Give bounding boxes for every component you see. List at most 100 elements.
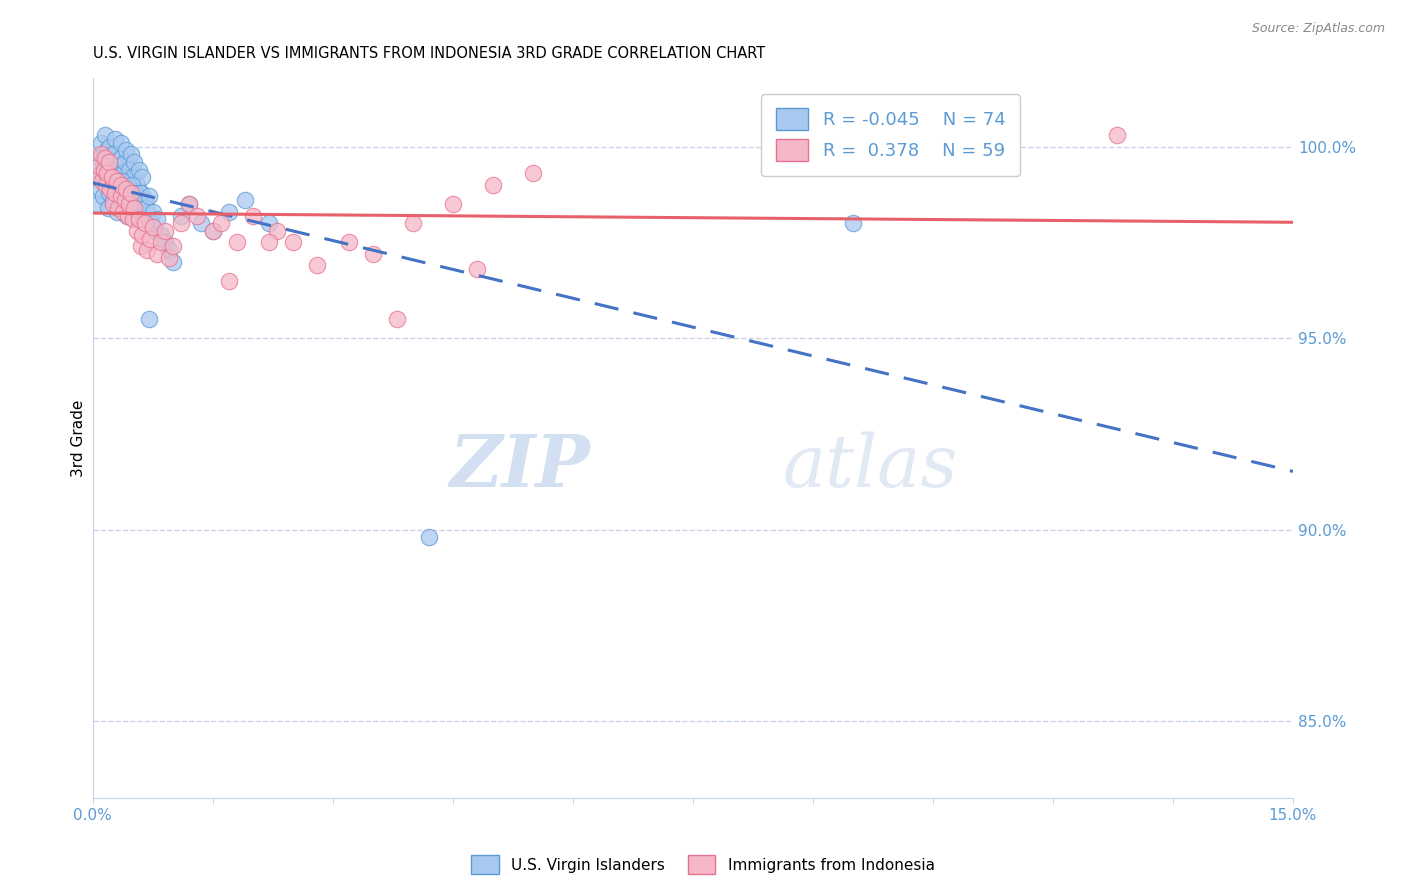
Text: Source: ZipAtlas.com: Source: ZipAtlas.com [1251, 22, 1385, 36]
Point [481, 178, 503, 192]
Point [242, 209, 264, 223]
Point [138, 189, 160, 203]
Point [149, 227, 172, 242]
Point [96, 178, 118, 192]
Point [101, 170, 124, 185]
Point [162, 254, 184, 268]
Point [135, 201, 157, 215]
Point [117, 209, 139, 223]
Point [104, 132, 127, 146]
Point [266, 224, 288, 238]
Point [104, 178, 127, 192]
Point [112, 204, 135, 219]
Point [127, 209, 149, 223]
Point [402, 216, 425, 230]
Point [142, 220, 165, 235]
Point [105, 159, 128, 173]
Point [233, 194, 256, 208]
Point [124, 186, 146, 200]
Point [149, 235, 172, 250]
Point [385, 312, 408, 326]
Point [112, 197, 135, 211]
Point [281, 235, 304, 250]
Point [177, 197, 200, 211]
Point [104, 186, 127, 200]
Legend: R = -0.045    N = 74, R =  0.378    N = 59: R = -0.045 N = 74, R = 0.378 N = 59 [761, 94, 1019, 176]
Point [257, 216, 280, 230]
Point [107, 178, 129, 192]
Point [89, 182, 111, 196]
Point [96, 144, 118, 158]
Point [97, 139, 120, 153]
Point [121, 170, 143, 185]
Text: ZIP: ZIP [450, 431, 591, 502]
Point [129, 186, 152, 200]
Point [118, 194, 141, 208]
Point [107, 201, 129, 215]
Point [91, 189, 114, 203]
Point [337, 235, 360, 250]
Point [86, 170, 108, 185]
Point [122, 155, 145, 169]
Point [139, 231, 162, 245]
Point [190, 216, 212, 230]
Point [169, 209, 191, 223]
Point [120, 186, 142, 200]
Point [90, 147, 112, 161]
Point [97, 201, 120, 215]
Point [201, 224, 224, 238]
Point [131, 170, 153, 185]
Point [86, 197, 108, 211]
Point [96, 155, 118, 169]
Y-axis label: 3rd Grade: 3rd Grade [72, 400, 86, 476]
Point [132, 212, 155, 227]
Point [139, 216, 162, 230]
Legend: U.S. Virgin Islanders, Immigrants from Indonesia: U.S. Virgin Islanders, Immigrants from I… [465, 849, 941, 880]
Point [117, 197, 139, 211]
Point [115, 144, 138, 158]
Point [98, 162, 121, 177]
Point [361, 247, 384, 261]
Point [209, 216, 232, 230]
Point [87, 159, 110, 173]
Point [114, 155, 136, 169]
Point [93, 151, 115, 165]
Point [101, 170, 124, 185]
Point [465, 262, 488, 277]
Point [87, 151, 110, 165]
Point [128, 197, 150, 211]
Point [97, 155, 120, 169]
Point [134, 216, 156, 230]
Point [91, 166, 114, 180]
Point [122, 201, 145, 215]
Point [128, 212, 150, 227]
Point [114, 194, 136, 208]
Point [842, 216, 865, 230]
Point [96, 166, 118, 180]
Point [93, 162, 115, 177]
Point [111, 174, 134, 188]
Point [121, 178, 143, 192]
Point [121, 212, 143, 227]
Point [125, 178, 148, 192]
Point [105, 174, 128, 188]
Point [112, 166, 135, 180]
Point [157, 243, 180, 257]
Point [134, 194, 156, 208]
Point [131, 186, 153, 200]
Point [441, 197, 464, 211]
Point [129, 239, 152, 253]
Point [117, 162, 139, 177]
Point [153, 235, 176, 250]
Point [98, 186, 121, 200]
Point [169, 216, 191, 230]
Point [115, 182, 138, 196]
Point [110, 178, 132, 192]
Point [98, 182, 121, 196]
Point [115, 209, 138, 223]
Point [101, 147, 124, 161]
Point [418, 531, 440, 545]
Text: atlas: atlas [783, 432, 959, 502]
Point [120, 147, 142, 161]
Point [138, 312, 160, 326]
